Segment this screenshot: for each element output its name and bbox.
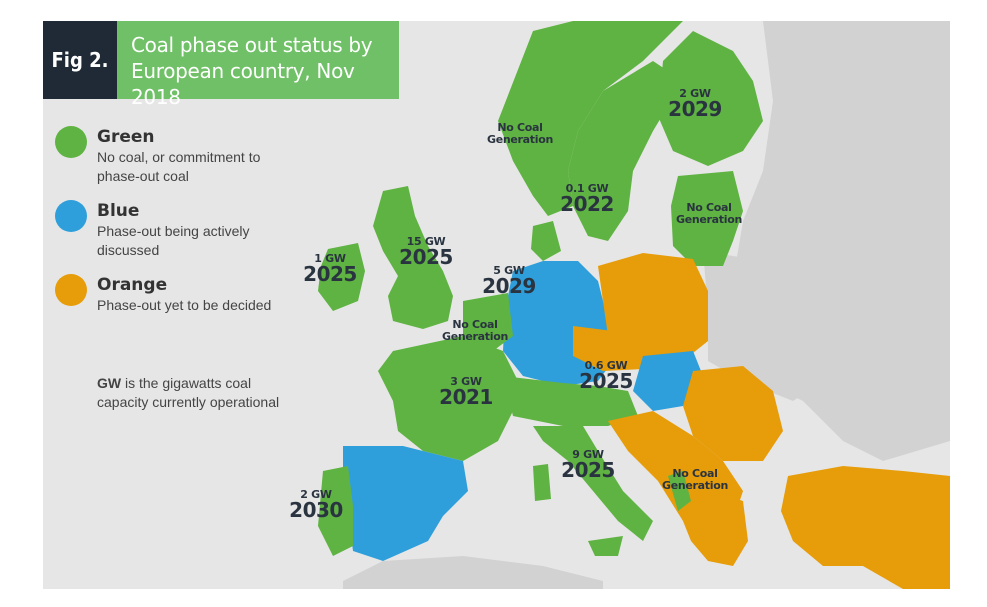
label-belgium-line2: Generation xyxy=(441,330,509,343)
legend: Green No coal, or commitment to phase-ou… xyxy=(55,126,305,329)
legend-item-orange: Orange Phase-out yet to be decided xyxy=(55,274,305,315)
label-balkans-line2: Generation xyxy=(661,479,729,492)
label-netherlands-year: 2022 xyxy=(560,192,614,216)
label-germany-year: 2029 xyxy=(482,274,536,298)
label-netherlands: 0.1 GW 2022 xyxy=(556,183,618,214)
region-belarus-ukraine xyxy=(703,251,823,401)
label-ireland-year: 2025 xyxy=(303,262,357,286)
label-austria-year: 2025 xyxy=(579,369,633,393)
region-benelux xyxy=(463,293,513,351)
legend-dot-orange xyxy=(55,274,87,306)
region-albania xyxy=(668,471,691,511)
region-france xyxy=(378,336,518,461)
figure-number: Fig 2. xyxy=(43,21,117,99)
region-hungary xyxy=(633,351,703,411)
label-baltics-line2: Generation xyxy=(675,213,743,226)
label-austria-cap: 0.6 GW xyxy=(584,359,628,372)
legend-title-blue: Blue xyxy=(97,201,140,221)
region-uk xyxy=(373,186,453,329)
label-france-year: 2021 xyxy=(439,385,493,409)
label-norway-no-coal: No Coal Generation xyxy=(483,122,557,146)
label-netherlands-cap: 0.1 GW xyxy=(565,182,609,195)
region-sweden xyxy=(568,61,683,241)
label-portugal-year: 2030 xyxy=(289,498,343,522)
label-ireland-cap: 1 GW xyxy=(314,252,346,265)
region-finland xyxy=(658,31,763,166)
region-alps xyxy=(503,376,638,426)
label-finland-year: 2029 xyxy=(668,97,722,121)
map-svg xyxy=(318,21,950,589)
label-portugal-cap: 2 GW xyxy=(300,488,332,501)
label-ireland: 1 GW 2025 xyxy=(300,253,360,284)
legend-dot-blue xyxy=(55,200,87,232)
legend-dot-green xyxy=(55,126,87,158)
label-norway-line1: No Coal xyxy=(497,121,543,134)
label-austria: 0.6 GW 2025 xyxy=(575,360,637,391)
label-balkans-no-coal: No Coal Generation xyxy=(658,468,732,492)
region-denmark xyxy=(531,221,561,261)
region-poland xyxy=(598,253,708,361)
label-france: 3 GW 2021 xyxy=(435,376,497,407)
label-balkans-line1: No Coal xyxy=(672,467,718,480)
region-portugal xyxy=(318,466,353,556)
legend-desc-green: No coal, or commitment to phase-out coal xyxy=(97,149,261,184)
region-norway xyxy=(498,21,683,216)
legend-title-green: Green xyxy=(97,127,155,147)
legend-desc-orange: Phase-out yet to be decided xyxy=(97,297,272,313)
label-belgium-line1: No Coal xyxy=(452,318,498,331)
label-uk-year: 2025 xyxy=(399,245,453,269)
label-germany: 5 GW 2029 xyxy=(479,265,539,296)
region-turkey xyxy=(781,466,950,589)
label-finland-cap: 2 GW xyxy=(679,87,711,100)
label-germany-cap: 5 GW xyxy=(493,264,525,277)
region-romania xyxy=(683,366,783,461)
legend-title-orange: Orange xyxy=(97,275,168,295)
region-spain xyxy=(343,446,468,561)
label-uk: 15 GW 2025 xyxy=(395,236,457,267)
label-belgium-no-coal: No Coal Generation xyxy=(438,319,512,343)
gw-note-text: is the gigawatts coal capacity currently… xyxy=(97,375,280,410)
region-ireland xyxy=(318,243,365,311)
label-norway-line2: Generation xyxy=(486,133,554,146)
region-czechia xyxy=(573,326,663,371)
label-finland: 2 GW 2029 xyxy=(664,88,726,119)
label-uk-cap: 15 GW xyxy=(406,235,446,248)
region-baltics xyxy=(671,171,743,266)
legend-item-green: Green No coal, or commitment to phase-ou… xyxy=(55,126,305,186)
label-france-cap: 3 GW xyxy=(450,375,482,388)
gw-note: GW is the gigawatts coal capacity curren… xyxy=(97,374,297,412)
label-italy-cap: 9 GW xyxy=(572,448,604,461)
legend-desc-blue: Phase-out being actively discussed xyxy=(97,223,250,258)
region-italy xyxy=(533,426,653,541)
region-sardinia xyxy=(533,464,551,501)
europe-map xyxy=(43,21,950,589)
region-north-africa xyxy=(343,556,603,589)
legend-item-blue: Blue Phase-out being actively discussed xyxy=(55,200,305,260)
label-portugal: 2 GW 2030 xyxy=(286,489,346,520)
label-baltics-line1: No Coal xyxy=(686,201,732,214)
label-baltics-no-coal: No Coal Generation xyxy=(672,202,746,226)
region-sicily xyxy=(588,536,623,556)
figure-title: Coal phase out status by European countr… xyxy=(117,21,399,109)
region-greece xyxy=(683,491,748,566)
label-italy-year: 2025 xyxy=(561,458,615,482)
gw-note-term: GW xyxy=(97,375,122,391)
label-italy: 9 GW 2025 xyxy=(557,449,619,480)
